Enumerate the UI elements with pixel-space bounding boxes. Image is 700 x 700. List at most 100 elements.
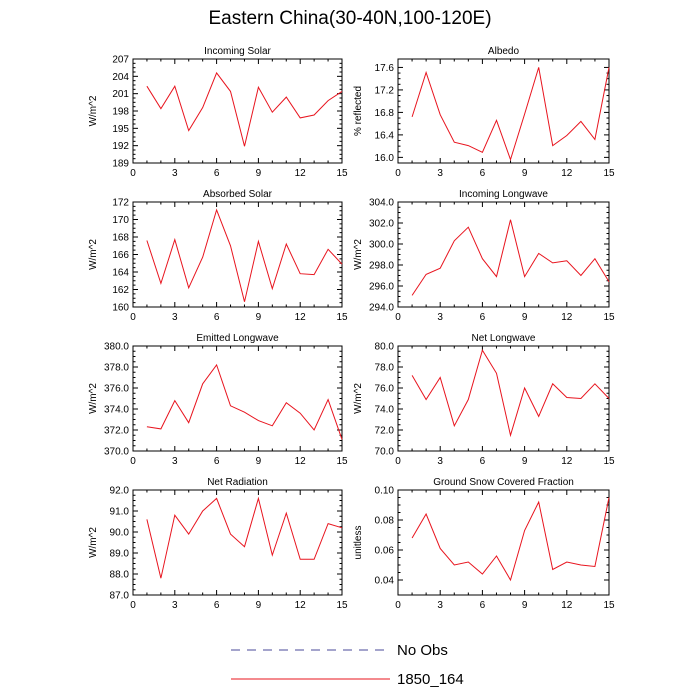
x-tick-label: 15 (336, 312, 348, 323)
panel-title: Albedo (488, 46, 520, 57)
y-tick-label: 189 (112, 159, 129, 170)
y-axis-label: W/m^2 (353, 239, 364, 270)
y-tick-label: 70.0 (375, 447, 395, 458)
series-line-0 (146, 496, 343, 579)
legend-label-0: No Obs (397, 642, 448, 659)
panel-title: Emitted Longwave (196, 333, 279, 344)
legend-label-1: 1850_164 (397, 671, 464, 688)
panel-2: Absorbed Solar W/m^2 0 3 6 9 12 15 160 162 164 166 1… (88, 189, 348, 323)
panel-4: Emitted Longwave W/m^2 0 3 6 9 12 15 370.0 372.0 3… (88, 333, 348, 467)
x-tick-label: 0 (130, 168, 136, 179)
x-tick-label: 15 (336, 600, 348, 611)
panel-title: Incoming Solar (204, 46, 271, 57)
y-axis-label: W/m^2 (88, 527, 99, 558)
x-tick-label: 12 (295, 312, 307, 323)
panel-title: Net Longwave (472, 333, 536, 344)
x-tick-label: 12 (295, 600, 307, 611)
panel-1: Albedo % reflected 0 3 6 9 12 15 16.0 16.4 16.8 17.… (353, 46, 615, 179)
y-tick-label: 92.0 (110, 486, 130, 497)
y-tick-label: 89.0 (110, 549, 130, 560)
y-tick-label: 380.0 (104, 342, 129, 353)
plot-frame (132, 201, 343, 308)
y-tick-label: 204 (112, 72, 129, 83)
series-line-0 (411, 219, 610, 296)
series-line-0 (146, 208, 343, 302)
y-tick-label: 78.0 (375, 363, 395, 374)
panel-0: Incoming Solar W/m^2 0 3 6 9 12 15 189 192 195 198 2… (88, 46, 348, 179)
x-tick-label: 3 (437, 600, 443, 611)
y-tick-label: 162 (112, 285, 129, 296)
y-tick-label: 195 (112, 124, 129, 135)
x-tick-label: 9 (522, 312, 528, 323)
plot-frame (132, 58, 343, 164)
y-tick-label: 378.0 (104, 363, 129, 374)
y-tick-label: 74.0 (375, 405, 395, 416)
y-axis-label: W/m^2 (353, 383, 364, 414)
y-tick-label: 296.0 (369, 282, 394, 293)
series-line-0 (146, 363, 343, 440)
series-line-0 (411, 67, 610, 162)
y-tick-label: 166 (112, 250, 129, 261)
y-axis-label: W/m^2 (88, 95, 99, 126)
y-tick-label: 201 (112, 89, 129, 100)
plot-frame (132, 489, 343, 596)
y-tick-label: 300.0 (369, 240, 394, 251)
x-tick-label: 9 (522, 456, 528, 467)
y-tick-label: 90.0 (110, 528, 130, 539)
y-tick-label: 80.0 (375, 342, 395, 353)
y-tick-label: 302.0 (369, 219, 394, 230)
y-tick-label: 160 (112, 303, 129, 314)
y-tick-label: 192 (112, 141, 129, 152)
x-tick-label: 0 (395, 456, 401, 467)
x-tick-label: 3 (437, 456, 443, 467)
y-tick-label: 17.6 (375, 63, 395, 74)
y-tick-label: 376.0 (104, 384, 129, 395)
plot-frame (397, 489, 610, 596)
y-axis-label: unitless (353, 526, 364, 560)
x-tick-label: 12 (295, 168, 307, 179)
y-axis-label: W/m^2 (88, 383, 99, 414)
x-tick-label: 6 (480, 168, 486, 179)
x-tick-label: 3 (437, 312, 443, 323)
x-tick-label: 9 (522, 168, 528, 179)
y-tick-label: 374.0 (104, 405, 129, 416)
y-tick-label: 372.0 (104, 426, 129, 437)
x-tick-label: 0 (130, 600, 136, 611)
panel-6: Net Radiation W/m^2 0 3 6 9 12 15 87.0 88.0 89.0 90… (88, 477, 348, 611)
y-tick-label: 207 (112, 55, 129, 66)
y-tick-label: 16.8 (375, 108, 395, 119)
x-tick-label: 9 (256, 600, 262, 611)
y-tick-label: 304.0 (369, 198, 394, 209)
x-tick-label: 0 (395, 168, 401, 179)
x-tick-label: 15 (336, 168, 348, 179)
y-tick-label: 0.08 (375, 516, 395, 527)
x-tick-label: 12 (295, 456, 307, 467)
y-tick-label: 170 (112, 215, 129, 226)
x-tick-label: 3 (172, 456, 178, 467)
x-tick-label: 3 (172, 312, 178, 323)
x-tick-label: 3 (172, 600, 178, 611)
panel-title: Incoming Longwave (459, 189, 548, 200)
y-tick-label: 172 (112, 198, 129, 209)
x-tick-label: 0 (130, 312, 136, 323)
y-axis-label: W/m^2 (88, 239, 99, 270)
series-line-0 (411, 348, 610, 438)
series-line-0 (411, 497, 610, 582)
y-axis-label: % reflected (353, 86, 364, 136)
panel-5: Net Longwave W/m^2 0 3 6 9 12 15 70.0 72.0 74.0 76.… (353, 333, 615, 467)
x-tick-label: 6 (480, 600, 486, 611)
x-tick-label: 9 (256, 168, 262, 179)
y-tick-label: 370.0 (104, 447, 129, 458)
y-tick-label: 88.0 (110, 570, 130, 581)
y-tick-label: 164 (112, 268, 129, 279)
y-tick-label: 72.0 (375, 426, 395, 437)
x-tick-label: 3 (437, 168, 443, 179)
x-tick-label: 15 (603, 456, 615, 467)
plot-frame (397, 58, 610, 164)
x-tick-label: 6 (214, 312, 220, 323)
y-tick-label: 87.0 (110, 591, 130, 602)
y-tick-label: 76.0 (375, 384, 395, 395)
x-tick-label: 9 (522, 600, 528, 611)
x-tick-label: 9 (256, 456, 262, 467)
